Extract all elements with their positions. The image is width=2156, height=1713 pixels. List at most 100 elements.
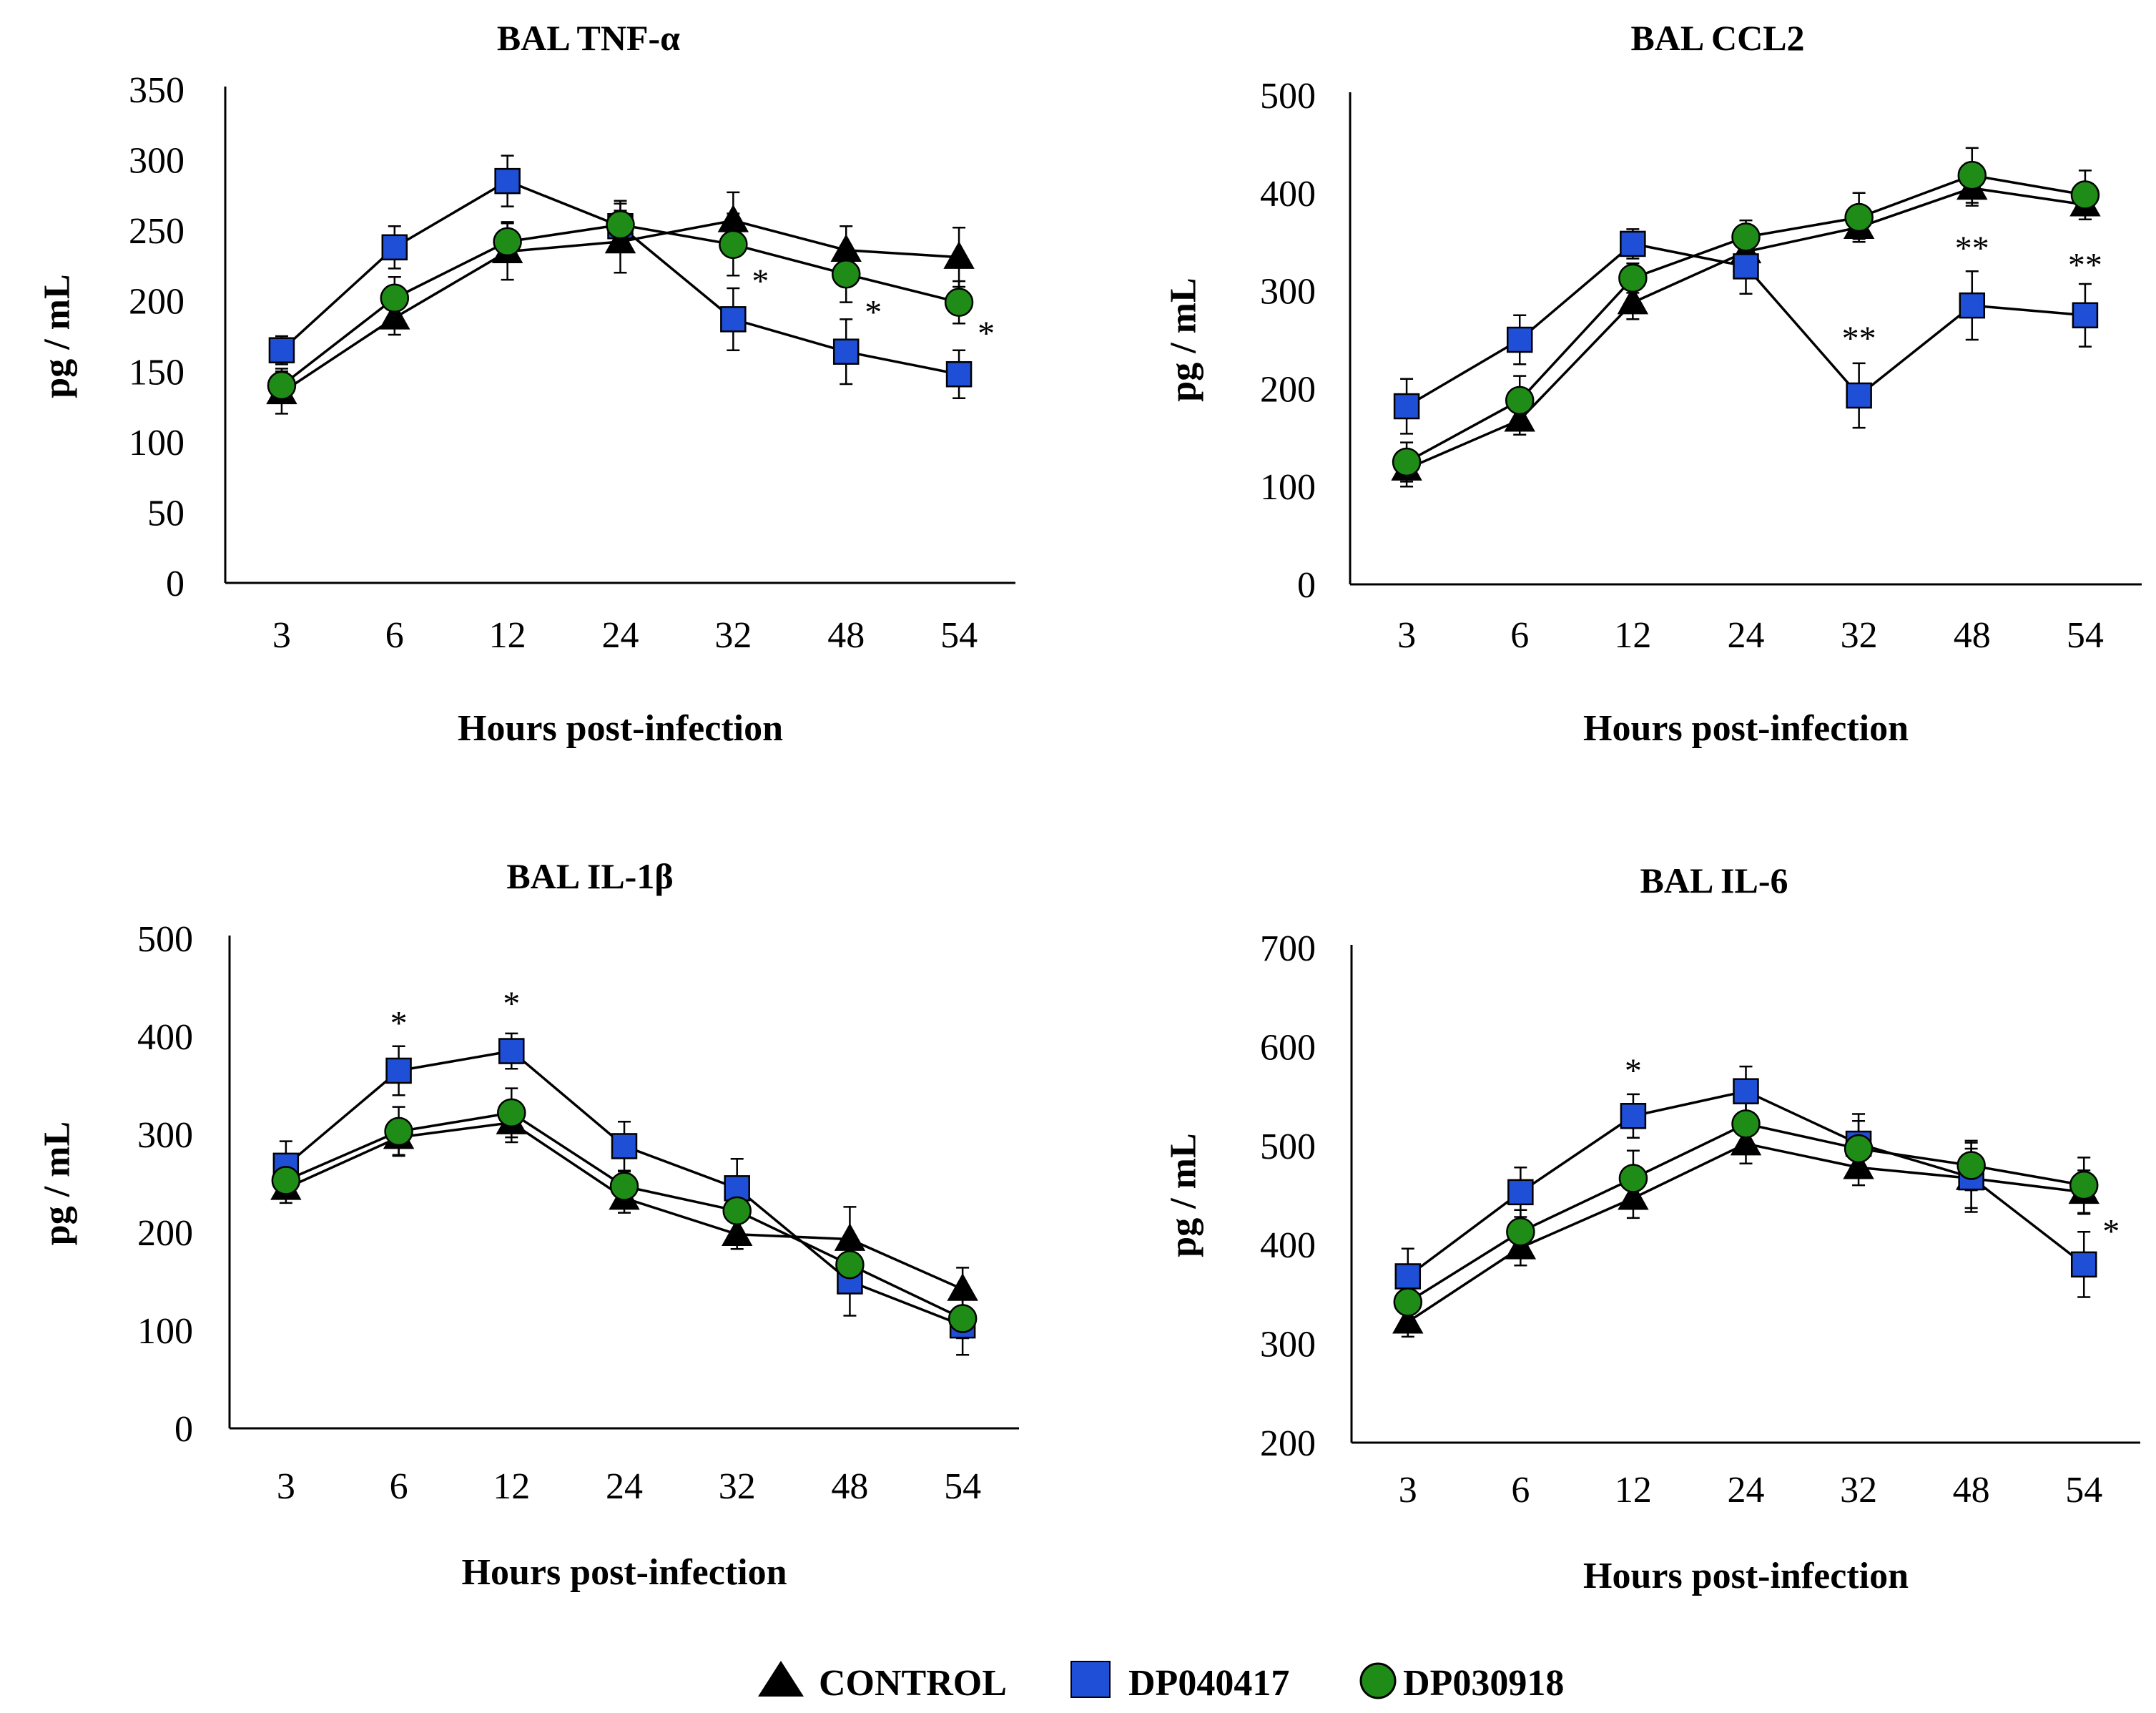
marker-dp040417 — [268, 337, 295, 363]
marker-dp030918 — [1392, 447, 1422, 477]
marker-dp030918 — [271, 1166, 301, 1195]
x-axis-label: Hours post-infection — [458, 708, 783, 749]
x-tick-label: 54 — [2067, 615, 2104, 656]
significance-marker: ** — [1842, 320, 1876, 358]
x-tick-label: 48 — [827, 615, 865, 656]
marker-dp030918 — [831, 260, 861, 289]
marker-control — [943, 241, 975, 269]
significance-marker: * — [2102, 1212, 2120, 1250]
x-tick-label: 12 — [1615, 1470, 1652, 1511]
marker-control — [834, 1223, 866, 1251]
x-tick-label: 32 — [719, 1466, 756, 1507]
x-tick-label: 24 — [1728, 615, 1765, 656]
markers-dp030918 — [1393, 1109, 2099, 1317]
marker-dp040417 — [1959, 292, 1986, 319]
x-axis-label: Hours post-infection — [462, 1552, 787, 1593]
chart-panel-2: BAL CCL2 Hours post-infection pg / mL 0 100 2… — [1163, 18, 2142, 749]
marker-dp030918 — [1618, 263, 1648, 293]
significance-marker: * — [752, 262, 769, 300]
y-tick-label: 200 — [137, 1213, 193, 1254]
marker-dp040417 — [1393, 393, 1420, 420]
marker-dp040417 — [1846, 382, 1872, 409]
marker-dp040417 — [1506, 326, 1533, 353]
legend-label: DP040417 — [1128, 1663, 1289, 1704]
markers-dp040417 — [1393, 230, 2099, 420]
marker-control — [1617, 286, 1649, 315]
significance-marker: * — [865, 294, 882, 332]
x-tick-label: 48 — [831, 1466, 868, 1507]
significance-marker: * — [390, 1004, 408, 1042]
marker-dp040417 — [1733, 1078, 1759, 1104]
marker-dp040417 — [498, 1038, 525, 1064]
y-tick-label: 350 — [129, 70, 184, 111]
chart-title: BAL IL-1β — [506, 856, 673, 896]
x-axis-label: Hours post-infection — [1583, 708, 1909, 749]
marker-control — [1618, 1182, 1649, 1210]
marker-dp030918 — [384, 1116, 413, 1147]
marker-dp030918 — [722, 1196, 752, 1226]
legend-marker — [1070, 1661, 1111, 1698]
y-tick-label: 100 — [1260, 467, 1316, 508]
marker-dp030918 — [1731, 1109, 1761, 1139]
y-tick-label: 700 — [1260, 928, 1316, 969]
y-tick-label: 400 — [1260, 1225, 1316, 1266]
marker-dp040417 — [945, 360, 973, 388]
x-tick-label: 3 — [272, 615, 291, 656]
marker-dp040417 — [832, 338, 860, 365]
chart-title: BAL CCL2 — [1630, 18, 1804, 58]
legend-item-dp030918: DP030918 — [1359, 1662, 1564, 1704]
marker-control — [717, 204, 749, 232]
marker-dp040417 — [494, 167, 521, 195]
x-tick-label: 3 — [1399, 1470, 1417, 1511]
marker-dp030918 — [497, 1098, 526, 1128]
y-tick-label: 0 — [166, 564, 184, 604]
marker-dp030918 — [1731, 222, 1761, 252]
x-tick-label: 12 — [1614, 615, 1651, 656]
x-axis-label: Hours post-infection — [1583, 1556, 1909, 1596]
marker-control — [379, 301, 410, 330]
y-tick-label: 200 — [1260, 369, 1316, 410]
x-tick-label: 6 — [385, 615, 404, 656]
y-tick-label: 200 — [1260, 1423, 1316, 1464]
marker-dp030918 — [1844, 202, 1874, 232]
significance-marker: * — [978, 315, 995, 353]
y-tick-label: 200 — [129, 282, 184, 323]
x-tick-label: 24 — [602, 615, 639, 656]
marker-dp030918 — [1844, 1134, 1874, 1164]
chart-title: BAL IL-6 — [1640, 860, 1788, 900]
marker-dp040417 — [1620, 230, 1646, 257]
marker-dp030918 — [1506, 1217, 1535, 1247]
marker-dp030918 — [1956, 1151, 1986, 1180]
y-tick-label: 0 — [1297, 565, 1316, 606]
x-tick-label: 3 — [1397, 615, 1416, 656]
y-tick-label: 50 — [147, 493, 184, 534]
y-tick-label: 400 — [137, 1017, 193, 1058]
marker-dp030918 — [719, 230, 748, 260]
x-tick-label: 48 — [1954, 615, 1991, 656]
markers-dp030918 — [1392, 160, 2100, 477]
y-tick-label: 500 — [137, 919, 193, 960]
legend-label: DP030918 — [1403, 1663, 1564, 1704]
y-tick-label: 300 — [137, 1115, 193, 1156]
marker-dp040417 — [381, 234, 408, 261]
y-axis-label: pg / mL — [1163, 1133, 1204, 1257]
x-tick-label: 6 — [1511, 1470, 1530, 1511]
marker-dp040417 — [1620, 1103, 1647, 1129]
y-tick-label: 300 — [1260, 272, 1316, 313]
marker-control — [1392, 1305, 1424, 1334]
chart-panel-4: BAL IL-6 Hours post-infection pg / mL 200 30… — [1163, 860, 2140, 1596]
marker-dp030918 — [2069, 1170, 2099, 1200]
marker-dp030918 — [380, 283, 410, 313]
x-tick-label: 54 — [940, 615, 978, 656]
x-tick-label: 24 — [1728, 1470, 1765, 1511]
y-tick-label: 0 — [174, 1409, 193, 1450]
y-tick-label: 400 — [1260, 174, 1316, 215]
marker-dp030918 — [947, 1304, 978, 1333]
y-axis-label: pg / mL — [1163, 278, 1204, 401]
marker-dp040417 — [720, 306, 747, 333]
markers-dp040417 — [268, 167, 973, 388]
marker-control — [1730, 1127, 1762, 1156]
marker-dp030918 — [609, 1172, 639, 1201]
marker-dp030918 — [1618, 1164, 1648, 1193]
